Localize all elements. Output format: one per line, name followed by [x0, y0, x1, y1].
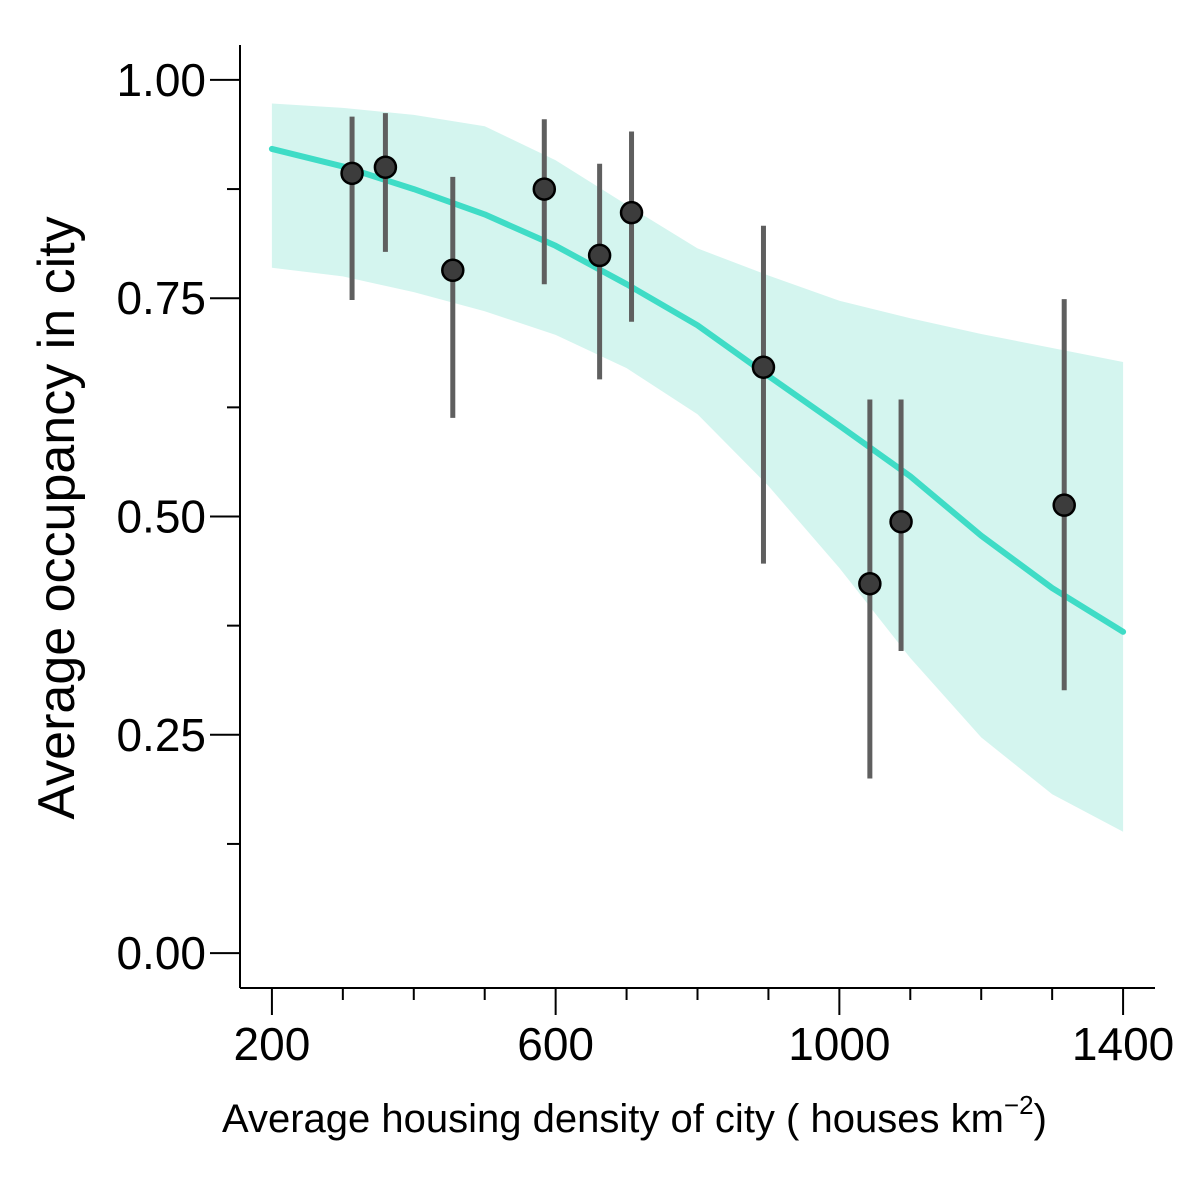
fit-line-layer: [268, 145, 1127, 635]
data-point: [1052, 493, 1076, 517]
confidence-band: [271, 103, 1124, 832]
x-tick-label: 200: [234, 1018, 311, 1070]
fit-line: [268, 145, 1127, 635]
y-tick-label: 0.25: [116, 709, 206, 761]
x-tick-label: 1000: [788, 1018, 890, 1070]
data-point: [619, 200, 644, 225]
confidence-band-layer: [271, 103, 1124, 832]
y-tick-label: 0.50: [116, 491, 206, 543]
y-axis-title: Average occupancy in city: [28, 216, 86, 819]
y-tick-label: 1.00: [116, 54, 206, 106]
data-point: [858, 571, 882, 596]
x-axis-title-close: ): [1034, 1097, 1047, 1141]
data-point: [751, 355, 776, 379]
data-point: [340, 161, 364, 186]
data-point-layer: [340, 155, 1076, 596]
data-point: [587, 243, 612, 268]
y-tick-label: 0.00: [116, 927, 206, 979]
data-point: [373, 155, 398, 179]
x-tick-label: 600: [517, 1018, 594, 1070]
data-point: [532, 177, 557, 201]
data-point: [441, 258, 465, 283]
x-axis-title-main: Average housing density of city ( houses…: [222, 1097, 1004, 1141]
y-tick-label: 0.75: [116, 272, 206, 324]
x-axis-title-exponent: −2: [1004, 1090, 1034, 1120]
x-axis-title: Average housing density of city ( houses…: [222, 1090, 1047, 1141]
data-point: [889, 509, 913, 534]
x-tick-label: 1400: [1072, 1018, 1174, 1070]
axes-layer: 0.00 0.25 0.50 0.75 1.00 200 600 1000 1400: [116, 45, 1174, 1070]
